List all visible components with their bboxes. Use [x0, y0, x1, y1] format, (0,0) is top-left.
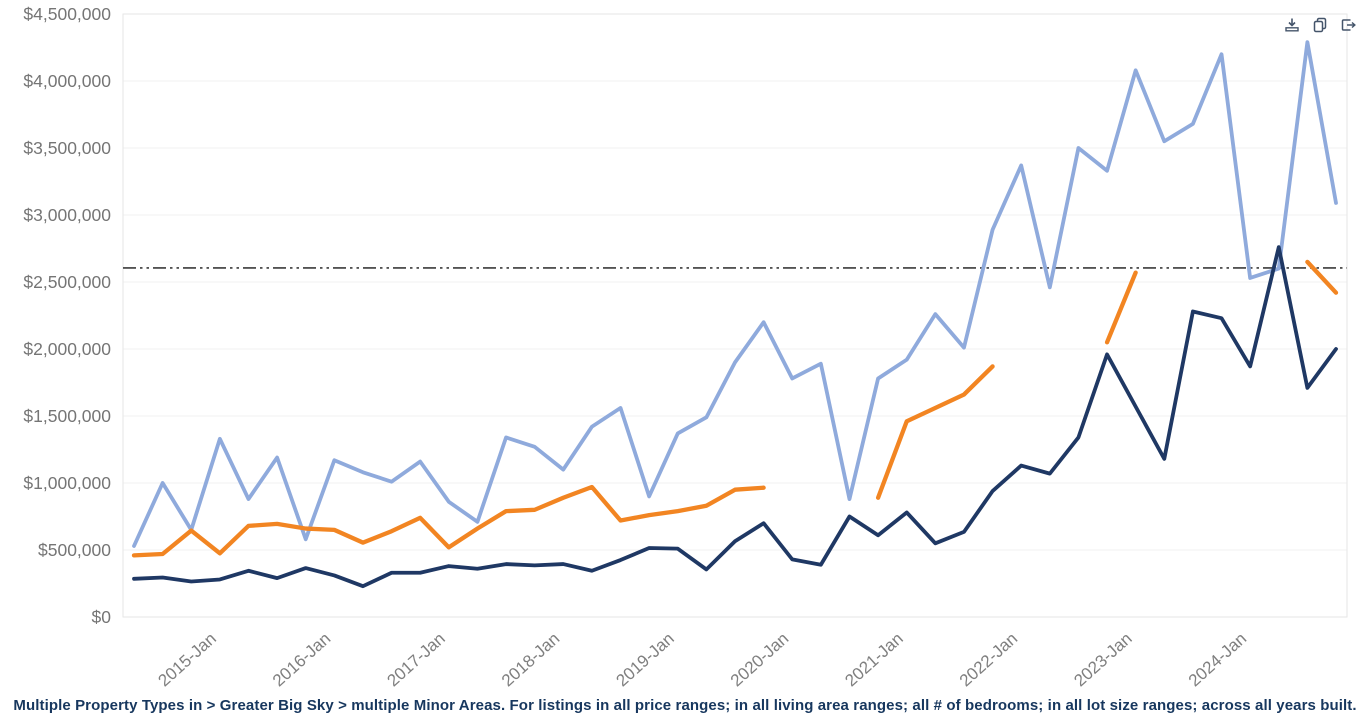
series-series_orange: [131, 484, 766, 558]
x-axis-tick-label: 2019-Jan: [612, 629, 677, 691]
y-axis-tick-label: $2,000,000: [23, 339, 111, 359]
x-axis-tick-label: 2017-Jan: [383, 629, 448, 691]
plot-border: [122, 13, 1348, 618]
x-axis-tick-label: 2018-Jan: [498, 629, 563, 691]
download-icon[interactable]: [1284, 17, 1300, 33]
chart-container: $0 $500,000 $1,000,000 $1,500,000 $2,000,000…: [23, 4, 1356, 691]
y-axis-tick-label: $2,500,000: [23, 272, 111, 292]
y-axis-tick-label: $1,500,000: [23, 406, 111, 426]
chart-toolbar: [1284, 17, 1356, 33]
copy-icon[interactable]: [1312, 17, 1328, 33]
series-series_orange: [875, 364, 995, 500]
y-axis-tick-label: $4,000,000: [23, 71, 111, 91]
x-axis-tick-label: 2022-Jan: [956, 629, 1021, 691]
y-axis-tick-label: $3,000,000: [23, 205, 111, 225]
x-axis-tick-label: 2024-Jan: [1185, 629, 1250, 691]
y-axis-tick-label: $3,500,000: [23, 138, 111, 158]
export-icon[interactable]: [1340, 17, 1356, 33]
chart-caption: Multiple Property Types in > Greater Big…: [13, 697, 1357, 714]
y-axis-tick-label: $4,500,000: [23, 4, 111, 24]
series-series_orange: [1305, 259, 1339, 295]
y-axis-tick-label: $0: [92, 607, 112, 627]
y-axis-tick-label: $1,000,000: [23, 473, 111, 493]
series-series_orange: [1104, 270, 1138, 345]
price-chart: $0 $500,000 $1,000,000 $1,500,000 $2,000,000…: [23, 4, 1348, 691]
x-axis-tick-label: 2023-Jan: [1070, 629, 1135, 691]
series-series_navy: [132, 245, 1338, 589]
y-axis-tick-label: $500,000: [38, 540, 111, 560]
x-axis-tick-label: 2021-Jan: [841, 629, 906, 691]
x-axis-tick-label: 2016-Jan: [269, 629, 334, 691]
x-axis-tick-label: 2015-Jan: [155, 629, 220, 691]
x-axis-tick-label: 2020-Jan: [727, 629, 792, 691]
series-series_light_blue: [132, 40, 1338, 548]
